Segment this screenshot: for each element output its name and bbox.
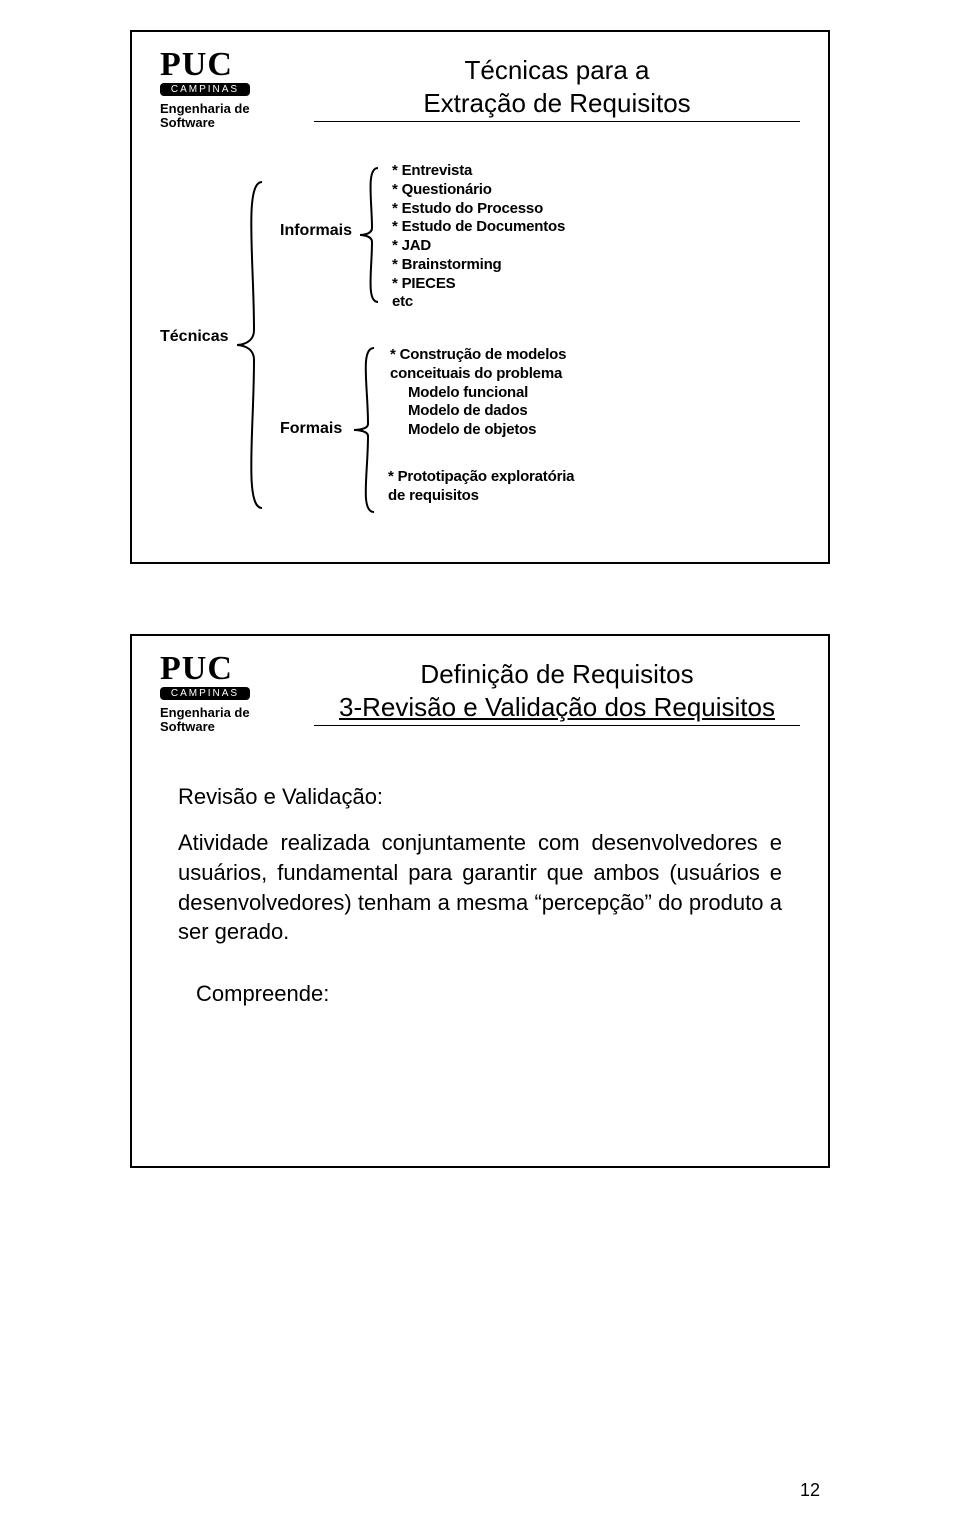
slide2-heading: Revisão e Validação: xyxy=(178,784,782,810)
slide-header: PUC CAMPINAS Engenharia de Software Técn… xyxy=(160,50,800,130)
slide2-header: PUC CAMPINAS Engenharia de Software Defi… xyxy=(160,654,800,734)
logo-bar-2: CAMPINAS xyxy=(160,687,250,700)
formais-items-upper: * Construção de modelos conceituais do p… xyxy=(390,346,566,440)
diagram-root-label: Técnicas xyxy=(160,328,228,346)
logo-subtitle-2: Engenharia de Software xyxy=(160,706,290,735)
brace-formais xyxy=(350,346,384,514)
formais-items-lower: * Prototipação exploratória de requisito… xyxy=(388,468,574,506)
logo-text-2: PUC xyxy=(160,654,290,685)
slide2-title-block: Definição de Requisitos 3-Revisão e Vali… xyxy=(314,654,800,726)
formais-sub-2: Modelo de objetos xyxy=(408,421,566,440)
slide2-title-line2: 3-Revisão e Validação dos Requisitos xyxy=(339,692,775,722)
logo-sub-line2: Software xyxy=(160,115,215,130)
informais-item-5: * Brainstorming xyxy=(392,256,565,275)
formais-sub-0: Modelo funcional xyxy=(408,384,566,403)
brace-root xyxy=(232,180,272,510)
informais-item-1: * Questionário xyxy=(392,181,565,200)
formais-sub-1: Modelo de dados xyxy=(408,402,566,421)
slide2-title: Definição de Requisitos 3-Revisão e Vali… xyxy=(314,658,800,723)
slide2-compreende: Compreende: xyxy=(196,981,782,1007)
informais-item-3: * Estudo de Documentos xyxy=(392,218,565,237)
logo-sub-line1-2: Engenharia de xyxy=(160,705,250,720)
informais-items: * Entrevista * Questionário * Estudo do … xyxy=(392,162,565,312)
diagram-informais-label: Informais xyxy=(280,222,352,240)
informais-item-2: * Estudo do Processo xyxy=(392,200,565,219)
formais-item2-1: de requisitos xyxy=(388,487,574,506)
logo-sub-line2-2: Software xyxy=(160,719,215,734)
logo-text: PUC xyxy=(160,50,290,81)
formais-item1-1: conceituais do problema xyxy=(390,365,566,384)
brace-informais xyxy=(356,166,386,304)
logo-subtitle: Engenharia de Software xyxy=(160,102,290,131)
slide2-title-line1: Definição de Requisitos xyxy=(420,659,693,689)
informais-item-6: * PIECES xyxy=(392,275,565,294)
slide-2: PUC CAMPINAS Engenharia de Software Defi… xyxy=(130,634,830,1168)
diagram-formais-label: Formais xyxy=(280,420,342,438)
formais-item2-0: * Prototipação exploratória xyxy=(388,468,574,487)
slide-1: PUC CAMPINAS Engenharia de Software Técn… xyxy=(130,30,830,564)
page-number: 12 xyxy=(800,1480,820,1501)
logo-sub-line1: Engenharia de xyxy=(160,101,250,116)
logo-block: PUC CAMPINAS Engenharia de Software xyxy=(160,50,290,130)
slide1-title-line1: Técnicas para a xyxy=(465,55,650,85)
informais-item-4: * JAD xyxy=(392,237,565,256)
logo-block-2: PUC CAMPINAS Engenharia de Software xyxy=(160,654,290,734)
informais-item-7: etc xyxy=(392,293,565,312)
logo-bar: CAMPINAS xyxy=(160,83,250,96)
slide1-title: Técnicas para a Extração de Requisitos xyxy=(314,54,800,119)
informais-item-0: * Entrevista xyxy=(392,162,565,181)
slide2-body: Revisão e Validação: Atividade realizada… xyxy=(160,784,800,1007)
title-block: Técnicas para a Extração de Requisitos xyxy=(314,50,800,122)
techniques-diagram: Técnicas Informais * Entrevista * Questi… xyxy=(160,160,800,530)
slide2-paragraph: Atividade realizada conjuntamente com de… xyxy=(178,828,782,947)
formais-item1-0: * Construção de modelos xyxy=(390,346,566,365)
slide1-title-line2: Extração de Requisitos xyxy=(423,88,690,118)
